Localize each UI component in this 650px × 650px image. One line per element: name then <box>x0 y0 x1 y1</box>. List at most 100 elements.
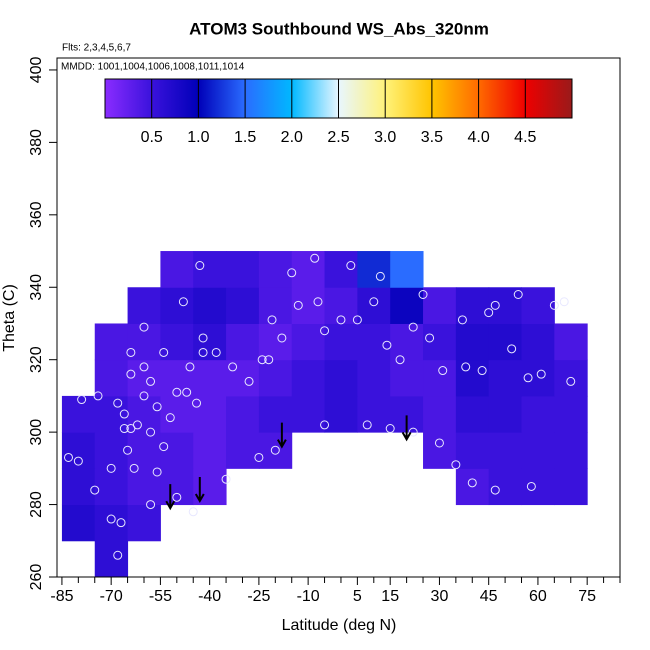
field-cell <box>94 359 129 397</box>
arrow <box>194 476 205 503</box>
colorbar-tick-label: 3.5 <box>421 129 443 146</box>
field-cell <box>94 540 129 577</box>
field-cell <box>127 432 161 469</box>
field-cell <box>291 395 326 433</box>
sample-point <box>116 518 126 528</box>
sample-point <box>146 376 156 386</box>
field-cell <box>61 468 96 506</box>
field-cell <box>324 359 358 397</box>
sample-point <box>490 485 500 495</box>
y-tick-label: 400 <box>28 57 45 84</box>
field-cell <box>488 395 523 433</box>
y-tick-label: 360 <box>28 201 45 228</box>
y-tick-label: 280 <box>28 491 45 518</box>
sample-point <box>507 344 517 354</box>
field-cell <box>521 323 555 361</box>
sample-point <box>228 362 238 372</box>
field-cell <box>554 359 588 397</box>
field-cell <box>324 395 358 433</box>
sample-point <box>375 271 385 281</box>
sample-point <box>198 333 208 343</box>
sample-point <box>336 315 346 325</box>
x-tick-label: 60 <box>529 588 547 605</box>
colorbar-tick-label: 0.5 <box>141 129 163 146</box>
field-cell <box>127 468 161 506</box>
sample-point <box>93 391 103 401</box>
field-cell <box>455 395 490 433</box>
field-cell <box>127 395 161 433</box>
sample-point <box>418 290 428 300</box>
sample-point <box>188 507 198 517</box>
field-cell <box>226 395 260 433</box>
sample-point <box>159 347 169 357</box>
field-cell <box>226 359 260 397</box>
field-cell <box>488 287 523 324</box>
sample-point <box>152 467 162 477</box>
sample-point <box>221 474 231 484</box>
field-cell <box>455 432 490 469</box>
sample-point <box>192 398 202 408</box>
field-cell <box>258 359 293 397</box>
sample-point <box>123 445 133 455</box>
y-tick-label: 260 <box>28 564 45 591</box>
sample-point <box>129 463 139 473</box>
sample-point <box>172 387 182 397</box>
colorbar-tick-label: 2.0 <box>281 129 303 146</box>
x-tick-label: 15 <box>381 588 399 605</box>
sample-point <box>425 333 435 343</box>
field-cell <box>160 287 194 324</box>
field-cell <box>193 432 227 469</box>
sample-point <box>152 402 162 412</box>
x-tick-label: -25 <box>247 588 270 605</box>
sample-point <box>270 445 280 455</box>
field-cell <box>554 468 588 506</box>
annotation: MMDD: 1001,1004,1006,1008,1011,1014 <box>61 62 245 73</box>
sample-point <box>119 424 129 434</box>
sample-point <box>195 261 205 271</box>
sample-point <box>477 366 487 376</box>
field-cell <box>258 251 293 288</box>
field-cell <box>193 323 227 361</box>
sample-point <box>254 452 264 462</box>
sample-point <box>287 268 297 278</box>
x-axis-label: Latitude (deg N) <box>282 617 397 634</box>
colorbar-tick-label: 4.0 <box>467 129 489 146</box>
sample-point <box>346 261 356 271</box>
field-cell <box>61 432 96 469</box>
field-cell <box>455 323 490 361</box>
field-cell <box>291 359 326 397</box>
sample-point <box>139 391 149 401</box>
field-cell <box>258 323 293 361</box>
field-cell <box>390 251 424 288</box>
x-tick-label: -55 <box>149 588 172 605</box>
field-cell <box>160 323 194 361</box>
arrow <box>277 422 287 449</box>
field-cell <box>160 468 194 506</box>
field-cell <box>390 323 424 361</box>
sample-point <box>536 369 546 379</box>
colorbar-tick-label: 2.5 <box>327 129 349 146</box>
sample-point <box>559 297 569 307</box>
sample-point <box>566 376 576 386</box>
sample-point <box>63 452 73 462</box>
colorbar-tick-label: 1.0 <box>187 129 209 146</box>
chart-title: ATOM3 Southbound WS_Abs_320nm <box>189 19 489 38</box>
sample-point <box>185 362 195 372</box>
sample-point <box>352 315 362 325</box>
sample-point <box>369 297 379 307</box>
y-axis-label: Theta (C) <box>1 284 18 352</box>
sample-point <box>484 308 494 318</box>
field-cell <box>423 395 457 433</box>
field-cell <box>521 359 555 397</box>
sample-point <box>385 424 395 434</box>
sample-point <box>362 420 372 430</box>
sample-point <box>211 347 221 357</box>
x-tick-label: -10 <box>297 588 320 605</box>
sample-point <box>90 485 100 495</box>
field-cell <box>521 468 555 506</box>
x-tick-label: 45 <box>480 588 498 605</box>
field-cell <box>61 504 96 542</box>
field-cell <box>357 395 391 433</box>
sample-point <box>526 481 536 491</box>
